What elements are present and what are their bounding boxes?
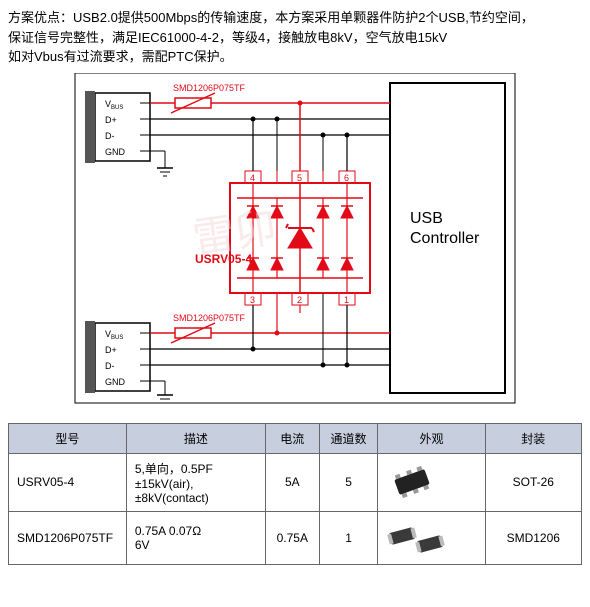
ptc-bottom: SMD1206P075TF (150, 313, 390, 343)
desc-line1: 方案优点：USB2.0提供500Mbps的传输速度，本方案采用单颗器件防护2个U… (8, 10, 534, 25)
chip-image-icon (382, 518, 452, 558)
svg-text:3: 3 (250, 295, 255, 305)
spec-table: 型号 描述 电流 通道数 外观 封装 USRV05-45,单向，0.5PF ±1… (8, 423, 582, 565)
svg-text:BUS: BUS (111, 105, 123, 111)
svg-text:D-: D- (105, 361, 115, 371)
svg-text:2: 2 (297, 295, 302, 305)
th-appearance: 外观 (378, 423, 485, 453)
svg-text:4: 4 (250, 173, 255, 183)
cell-package: SMD1206 (485, 511, 581, 564)
cell-package: SOT-26 (485, 453, 581, 511)
description-text: 方案优点：USB2.0提供500Mbps的传输速度，本方案采用单颗器件防护2个U… (8, 8, 582, 67)
cell-desc: 5,单向，0.5PF ±15kV(air), ±8kV(contact) (126, 453, 265, 511)
cell-appearance (378, 511, 485, 564)
svg-text:SMD1206P075TF: SMD1206P075TF (173, 313, 246, 323)
cell-current: 5A (266, 453, 320, 511)
cell-appearance (378, 453, 485, 511)
usb-port-bottom: VBUS D+ D- GND (85, 321, 150, 393)
svg-text:SMD1206P075TF: SMD1206P075TF (173, 83, 246, 93)
th-package: 封装 (485, 423, 581, 453)
table-header-row: 型号 描述 电流 通道数 外观 封装 (9, 423, 582, 453)
svg-text:D+: D+ (105, 345, 117, 355)
svg-text:雷卯: 雷卯 (190, 203, 280, 261)
cell-current: 0.75A (266, 511, 320, 564)
svg-text:D+: D+ (105, 115, 117, 125)
cell-channels: 5 (319, 453, 378, 511)
table-row: USRV05-45,单向，0.5PF ±15kV(air), ±8kV(cont… (9, 453, 582, 511)
cell-model: USRV05-4 (9, 453, 127, 511)
th-current: 电流 (266, 423, 320, 453)
th-model: 型号 (9, 423, 127, 453)
svg-text:D-: D- (105, 131, 115, 141)
ptc-top: SMD1206P075TF (150, 83, 390, 113)
svg-text:BUS: BUS (111, 335, 123, 341)
svg-text:6: 6 (344, 173, 349, 183)
chip-image-icon (382, 462, 442, 502)
controller-label1: USB (410, 210, 443, 227)
cell-desc: 0.75A 0.07Ω 6V (126, 511, 265, 564)
th-channels: 通道数 (319, 423, 378, 453)
controller-label2: Controller (410, 230, 480, 247)
svg-text:GND: GND (105, 147, 126, 157)
cell-model: SMD1206P075TF (9, 511, 127, 564)
desc-line3: 如对Vbus有过流要求，需配PTC保护。 (8, 49, 233, 64)
desc-line2: 保证信号完整性，满足IEC61000-4-2，等级4，接触放电8kV，空气放电1… (8, 30, 447, 45)
table-row: SMD1206P075TF0.75A 0.07Ω 6V0.75A1 SMD1206 (9, 511, 582, 564)
svg-text:5: 5 (297, 173, 302, 183)
circuit-diagram: VBUS D+ D- GND VBUS D+ D- GND USB Contro… (8, 73, 582, 413)
svg-text:GND: GND (105, 377, 126, 387)
usb-port-top: VBUS D+ D- GND (85, 91, 150, 163)
cell-channels: 1 (319, 511, 378, 564)
th-desc: 描述 (126, 423, 265, 453)
svg-text:1: 1 (344, 295, 349, 305)
diagram-svg: VBUS D+ D- GND VBUS D+ D- GND USB Contro… (45, 73, 545, 413)
